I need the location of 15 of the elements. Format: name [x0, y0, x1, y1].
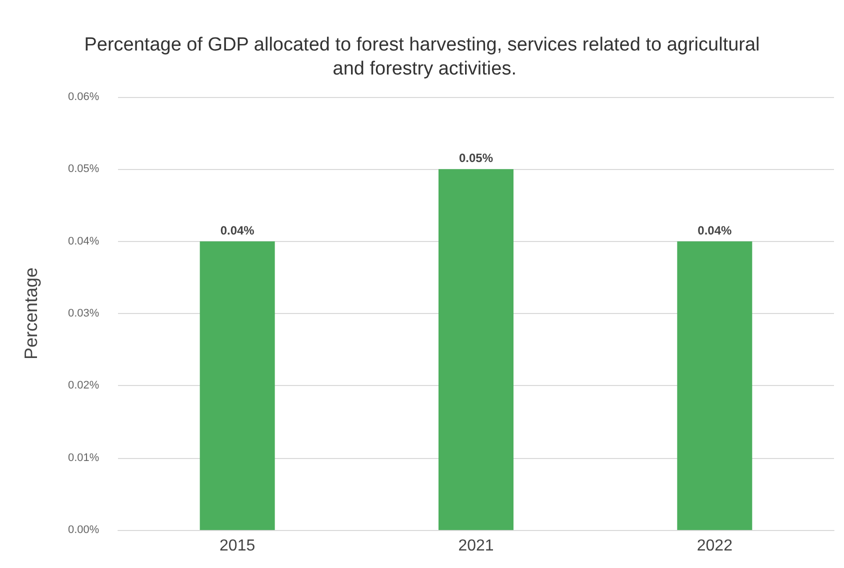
x-tick-label: 2015: [220, 538, 256, 554]
y-tick-label: 0.03%: [68, 308, 100, 320]
data-label: 0.04%: [220, 223, 255, 238]
chart-title: Percentage of GDP allocated to forest harvesting, services related to agricultural and forestry activities.: [84, 34, 760, 80]
x-tick-label: 2021: [458, 538, 494, 554]
y-tick-label: 0.06%: [68, 91, 100, 103]
y-tick-label: 0.04%: [68, 235, 100, 248]
y-tick-label: 0.01%: [68, 452, 100, 464]
data-label: 0.05%: [458, 151, 494, 166]
x-tick-label: 2022: [696, 538, 733, 554]
data-label: 0.04%: [698, 223, 732, 238]
y-tick-label: 0.02%: [68, 380, 100, 392]
y-axis-title: Percentage: [21, 267, 41, 360]
y-tick-label: 0.00%: [68, 524, 100, 536]
y-tick-label: 0.05%: [68, 163, 100, 176]
